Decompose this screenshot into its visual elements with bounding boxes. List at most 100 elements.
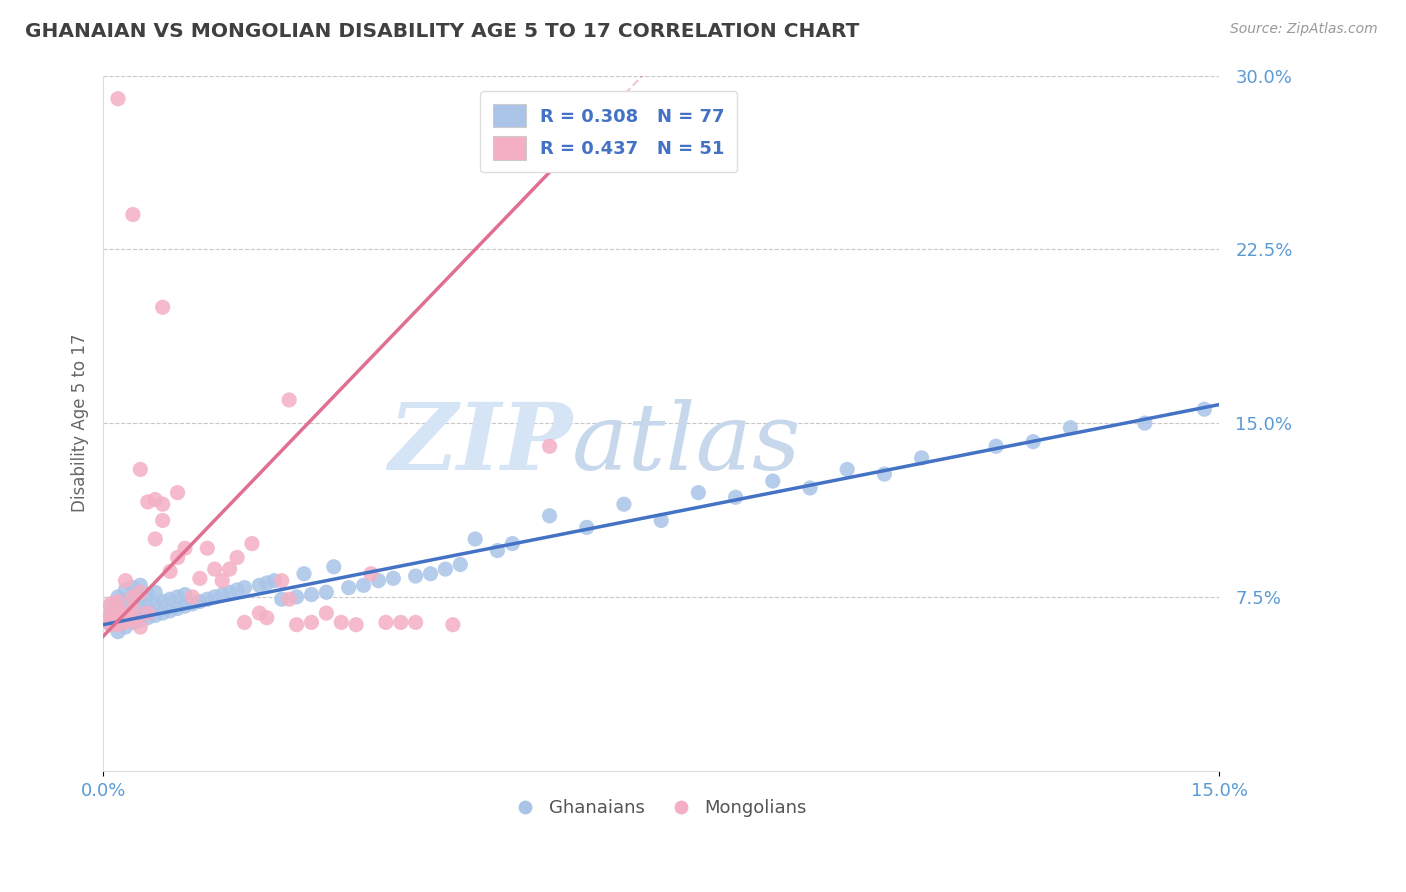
Text: atlas: atlas <box>572 399 801 489</box>
Point <box>122 615 145 630</box>
Point <box>195 541 218 556</box>
Point <box>100 599 122 614</box>
Point <box>256 576 278 591</box>
Point <box>285 590 308 604</box>
Point <box>278 592 301 607</box>
Point <box>762 474 785 488</box>
Point <box>226 550 249 565</box>
Point <box>143 585 166 599</box>
Point <box>910 450 932 465</box>
Point <box>181 597 204 611</box>
Point <box>1059 421 1081 435</box>
Point <box>100 608 122 623</box>
Point <box>166 550 188 565</box>
Point <box>301 615 323 630</box>
Point <box>486 543 509 558</box>
Point <box>129 578 152 592</box>
Point <box>107 624 129 639</box>
Point <box>143 597 166 611</box>
Point <box>188 571 211 585</box>
Point <box>278 392 301 407</box>
Point <box>226 582 249 597</box>
Point <box>114 615 136 630</box>
Point <box>100 613 122 627</box>
Point <box>360 566 382 581</box>
Point <box>136 611 159 625</box>
Point <box>315 606 337 620</box>
Point <box>984 439 1007 453</box>
Point <box>129 601 152 615</box>
Point <box>181 590 204 604</box>
Point <box>114 606 136 620</box>
Point <box>204 562 226 576</box>
Point <box>114 608 136 623</box>
Point <box>724 490 747 504</box>
Text: GHANAIAN VS MONGOLIAN DISABILITY AGE 5 TO 17 CORRELATION CHART: GHANAIAN VS MONGOLIAN DISABILITY AGE 5 T… <box>25 22 859 41</box>
Point <box>100 597 122 611</box>
Point <box>174 599 197 614</box>
Point <box>107 601 129 615</box>
Point <box>405 569 427 583</box>
Y-axis label: Disability Age 5 to 17: Disability Age 5 to 17 <box>72 334 89 512</box>
Point <box>873 467 896 481</box>
Point <box>152 513 174 527</box>
Point <box>114 582 136 597</box>
Point <box>143 532 166 546</box>
Point <box>218 562 240 576</box>
Point <box>152 300 174 314</box>
Point <box>195 592 218 607</box>
Point <box>114 594 136 608</box>
Point <box>538 508 561 523</box>
Point <box>122 613 145 627</box>
Point <box>233 615 256 630</box>
Point <box>152 594 174 608</box>
Point <box>129 462 152 476</box>
Point <box>122 208 145 222</box>
Point <box>330 615 353 630</box>
Point <box>107 617 129 632</box>
Point <box>233 581 256 595</box>
Point <box>538 439 561 453</box>
Point <box>100 617 122 632</box>
Point <box>256 611 278 625</box>
Point <box>367 574 389 588</box>
Point <box>188 594 211 608</box>
Point <box>136 599 159 614</box>
Point <box>434 562 457 576</box>
Point <box>174 588 197 602</box>
Point <box>382 571 405 585</box>
Point <box>837 462 859 476</box>
Point <box>449 558 471 572</box>
Point <box>344 617 367 632</box>
Point <box>464 532 486 546</box>
Point <box>136 606 159 620</box>
Point <box>136 495 159 509</box>
Point <box>107 611 129 625</box>
Point <box>240 536 263 550</box>
Point <box>204 590 226 604</box>
Point <box>166 485 188 500</box>
Point <box>501 536 523 550</box>
Point <box>337 581 360 595</box>
Point <box>285 617 308 632</box>
Point <box>1194 402 1216 417</box>
Point <box>389 615 412 630</box>
Point <box>1133 416 1156 430</box>
Point <box>166 590 188 604</box>
Point <box>129 613 152 627</box>
Point <box>107 613 129 627</box>
Point <box>613 497 636 511</box>
Point <box>247 578 270 592</box>
Point <box>1022 434 1045 449</box>
Point <box>174 541 197 556</box>
Point <box>122 590 145 604</box>
Point <box>107 92 129 106</box>
Point <box>650 513 672 527</box>
Point <box>353 578 375 592</box>
Point <box>419 566 441 581</box>
Legend: Ghanaians, Mongolians: Ghanaians, Mongolians <box>509 792 814 824</box>
Point <box>270 574 292 588</box>
Point <box>136 588 159 602</box>
Text: ZIP: ZIP <box>388 399 572 489</box>
Point <box>159 604 181 618</box>
